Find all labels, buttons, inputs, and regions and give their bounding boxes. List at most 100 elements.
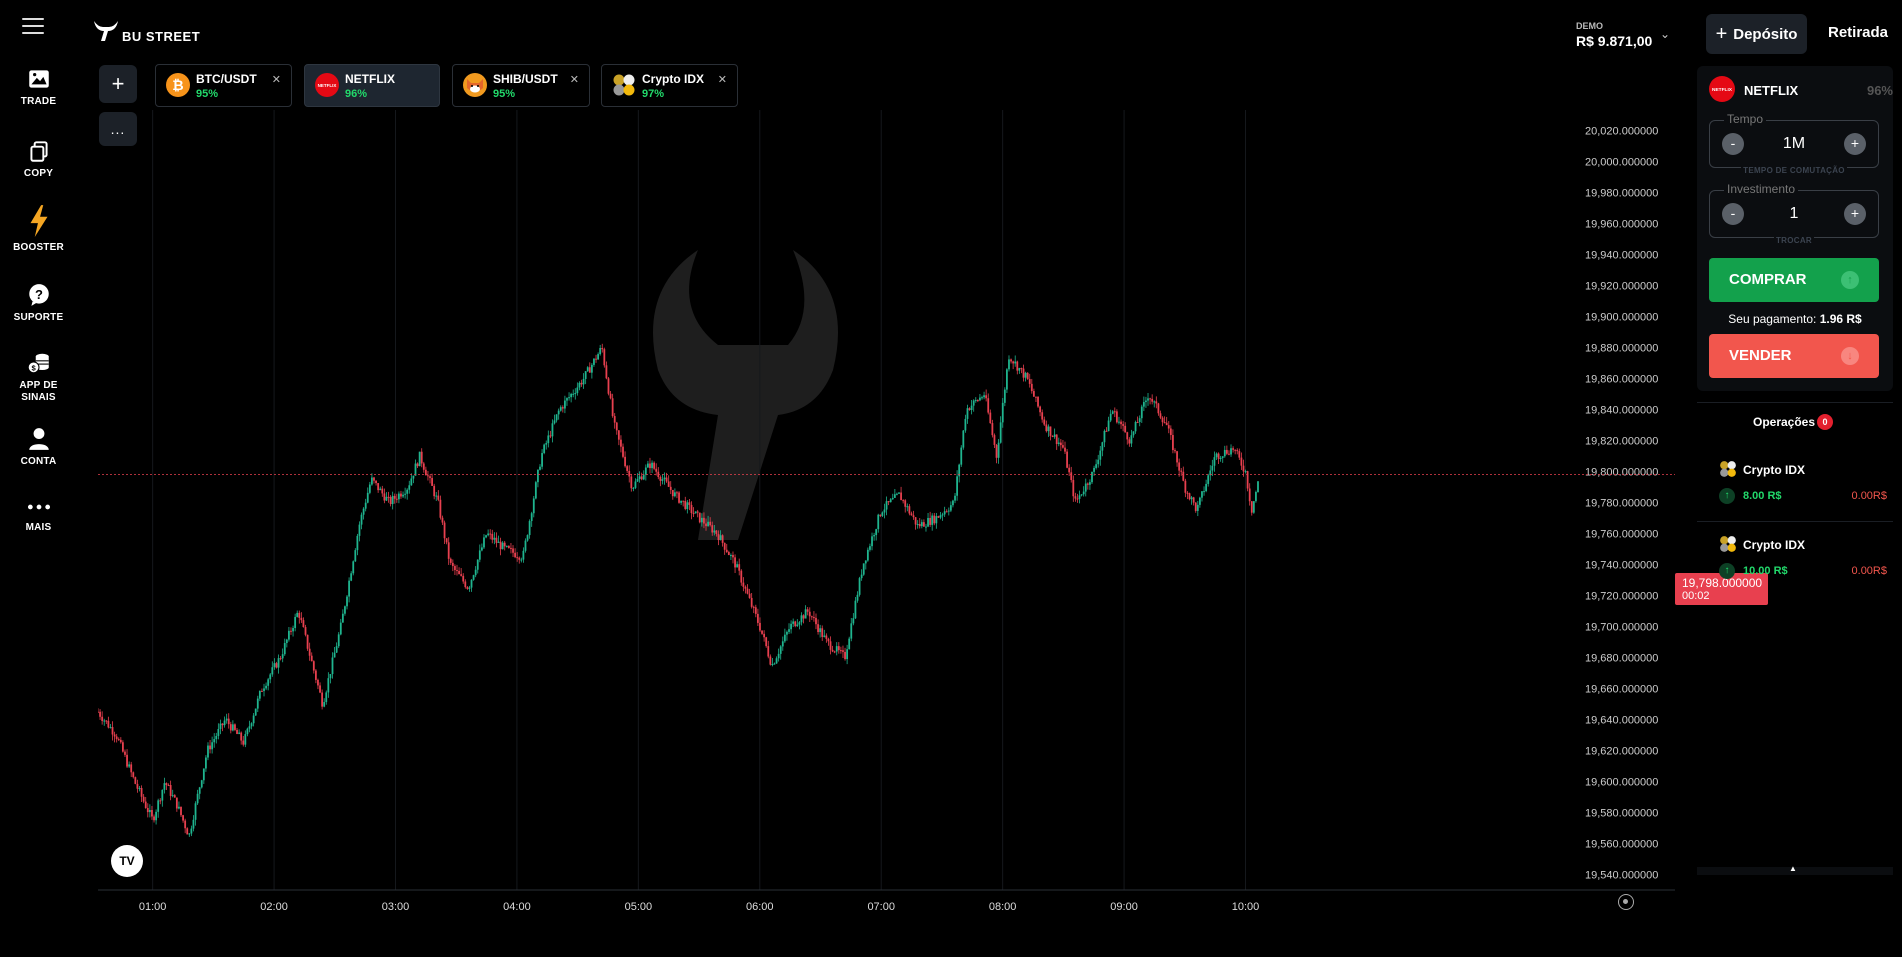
close-icon[interactable]: ✕ (717, 74, 727, 86)
candle-body (989, 412, 992, 424)
nav-item-suporte[interactable]: ? SUPORTE (0, 282, 77, 324)
candle-body (229, 724, 232, 731)
candle-body (788, 629, 790, 632)
candle-body (429, 476, 431, 478)
candle-body (339, 622, 342, 635)
time-decrease-button[interactable]: - (1722, 133, 1744, 155)
candle-body (1132, 431, 1135, 436)
candle-body (130, 764, 133, 773)
buy-button[interactable]: COMPRAR ↑ (1709, 258, 1879, 302)
candle-body (752, 606, 755, 608)
candle-body (887, 501, 890, 503)
candle-body (375, 480, 377, 484)
candle-body (178, 806, 180, 809)
candle-body (418, 451, 421, 467)
chart-settings-icon[interactable] (1618, 894, 1634, 910)
candle-body (653, 462, 656, 469)
nav-item-app-de-sinais[interactable]: $ APP DE SINAIS (0, 350, 77, 404)
candle-body (1039, 406, 1042, 413)
withdraw-button[interactable]: Retirada (1828, 24, 1889, 41)
close-icon[interactable]: ✕ (271, 74, 281, 86)
candle-body (111, 727, 114, 735)
candle-body (505, 545, 508, 547)
candle-body (188, 833, 191, 835)
investment-switch-label[interactable]: TROCAR (1773, 236, 1815, 245)
candle-body (979, 397, 981, 401)
operation-item[interactable]: Crypto IDX ↑ 10.00 R$ 0.00R$ (1697, 529, 1893, 601)
candle-body (815, 617, 817, 625)
add-asset-button[interactable]: + (99, 65, 137, 103)
deposit-button[interactable]: + Depósito (1706, 14, 1807, 54)
investment-field[interactable]: Investimento - 1 + TROCAR (1709, 182, 1879, 245)
candle-body (723, 542, 726, 550)
asset-tab-btc-usdt[interactable]: ₿ BTC/USDT 95% ✕ (155, 64, 292, 107)
candle-body (796, 624, 799, 627)
candle-body (148, 810, 151, 813)
chevron-down-icon[interactable]: ⌄ (1660, 27, 1671, 41)
candle-body (620, 439, 622, 447)
candle-body (325, 692, 328, 703)
candle-body (923, 522, 925, 527)
candle-body (1003, 389, 1006, 403)
investment-value[interactable]: 1 (1789, 205, 1799, 222)
asset-tab-shib-usdt[interactable]: SHIB/USDT 95% ✕ (452, 64, 590, 107)
candle-body (954, 495, 956, 501)
candle-body (1107, 420, 1110, 432)
candle-body (1257, 481, 1259, 493)
investment-increase-button[interactable]: + (1844, 203, 1866, 225)
candle-body (115, 736, 118, 740)
candle-body (1032, 391, 1035, 397)
close-icon[interactable]: ✕ (569, 74, 579, 86)
candle-body (503, 542, 506, 547)
candle-body (126, 754, 128, 767)
candle-body (833, 651, 836, 653)
candle-body (360, 514, 363, 525)
candle-body (175, 797, 178, 809)
candle-body (931, 515, 934, 525)
price-chart[interactable]: 01:00 02:00 03:00 04:00 05:00 06:00 07:00 08:00… (98, 110, 1768, 940)
asset-tab-crypto-idx[interactable]: Crypto IDX 97% ✕ (601, 64, 738, 107)
candle-body (124, 751, 126, 755)
nav-item-trade[interactable]: TRADE (0, 66, 77, 108)
account-balance[interactable]: DEMO R$ 9.871,00 (1576, 21, 1652, 49)
operation-item[interactable]: Crypto IDX ↑ 8.00 R$ 0.00R$ (1697, 454, 1893, 526)
candle-body (925, 526, 927, 528)
candle-body (1028, 379, 1031, 384)
chart-canvas[interactable]: 01:00 02:00 03:00 04:00 05:00 06:00 07:00 08:00… (98, 110, 1675, 940)
candle-body (381, 488, 384, 494)
time-switch-label[interactable]: TEMPO DE COMUTAÇÃO (1741, 166, 1847, 175)
candle-body (595, 358, 597, 360)
time-increase-button[interactable]: + (1844, 133, 1866, 155)
candle-body (721, 535, 724, 543)
copy-icon (29, 141, 48, 162)
candle-body (215, 735, 218, 740)
buy-label: COMPRAR (1729, 271, 1807, 288)
menu-icon[interactable] (22, 18, 44, 36)
candle-body (746, 588, 749, 594)
payout-label: Seu pagamento: (1728, 312, 1817, 326)
more-assets-button[interactable]: ... (99, 112, 137, 146)
netflix-icon: NETFLIX (315, 73, 339, 97)
nav-item-booster[interactable]: BOOSTER (0, 204, 77, 254)
candle-body (520, 559, 523, 561)
time-value[interactable]: 1M (1782, 135, 1806, 152)
investment-decrease-button[interactable]: - (1722, 203, 1744, 225)
candle-body (1234, 449, 1237, 451)
sell-button[interactable]: VENDER ↓ (1709, 334, 1879, 378)
candle-body (522, 550, 525, 560)
candle-body (1244, 471, 1247, 473)
candle-body (534, 482, 537, 499)
caret-up-icon[interactable]: ▲ (1789, 864, 1797, 873)
candle-body (109, 727, 112, 729)
brand-logo[interactable]: BU STREET (92, 16, 200, 46)
candle-body (416, 463, 419, 467)
candle-body (449, 558, 452, 563)
divider (1697, 402, 1893, 403)
tradingview-icon[interactable]: TV (111, 845, 143, 877)
time-field[interactable]: Tempo - 1M + TEMPO DE COMUTAÇÃO (1709, 112, 1879, 175)
nav-item-conta[interactable]: CONTA (0, 426, 77, 468)
asset-tab-netflix[interactable]: NETFLIX NETFLIX 96% (304, 64, 440, 107)
candle-body (1055, 434, 1058, 444)
nav-item-mais[interactable]: MAIS (0, 500, 77, 534)
nav-item-copy[interactable]: COPY (0, 138, 77, 180)
